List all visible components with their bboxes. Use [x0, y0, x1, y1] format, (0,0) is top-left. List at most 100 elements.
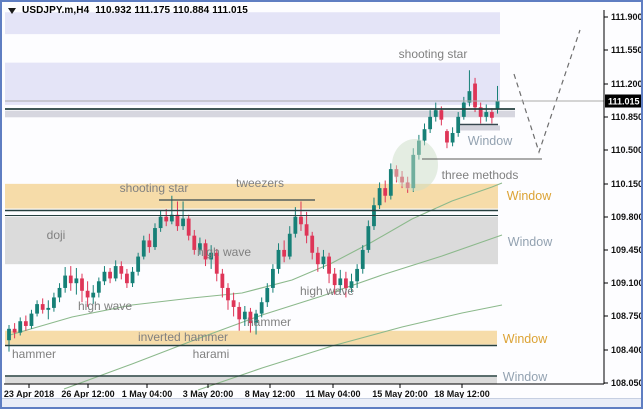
candle-body — [214, 252, 219, 274]
chart-title-bar: USDJPY.m,H4 110.932 111.175 110.884 111.… — [8, 5, 248, 16]
candle-body — [119, 266, 124, 274]
candle-body — [377, 188, 382, 206]
candle-body — [299, 216, 303, 225]
candle-body — [467, 91, 472, 103]
time-tick-label: 15 May 20:00 — [372, 389, 428, 399]
candle-body — [35, 304, 39, 314]
candle-body — [310, 235, 315, 253]
current-price-tag-label: 111.015 — [608, 97, 640, 107]
candle-body — [478, 107, 483, 117]
candle-body — [198, 243, 202, 250]
candle-body — [293, 216, 298, 234]
candle-body — [304, 224, 309, 236]
candle-body — [344, 278, 348, 288]
price-tick-label: 108.400 — [611, 345, 641, 355]
candle-body — [192, 235, 197, 250]
candle-body — [456, 116, 461, 133]
candle-body — [164, 216, 169, 222]
candle-body — [63, 275, 68, 288]
price-tick-label: 111.550 — [611, 45, 641, 55]
candle-body — [327, 256, 331, 274]
candle-body — [68, 275, 73, 284]
candle-body — [428, 116, 433, 130]
window-zone-low-orange — [5, 330, 497, 345]
candle-body — [147, 240, 152, 248]
chart-ohlc-values: 110.932 111.175 110.884 111.015 — [95, 5, 248, 16]
price-tick-label: 109.450 — [611, 245, 641, 255]
price-tick-label: 108.750 — [611, 311, 641, 321]
time-tick-label: 18 May 12:00 — [434, 389, 490, 399]
candle-body — [355, 268, 360, 282]
candle-body — [46, 307, 51, 310]
time-tick-label: 23 Apr 2018 — [4, 389, 54, 399]
candle-body — [23, 321, 28, 326]
candle-body — [74, 278, 79, 284]
candle-body — [338, 278, 343, 286]
price-tick-label: 110.500 — [611, 145, 641, 155]
candle-body — [321, 256, 326, 265]
upper-lavender-band-2 — [5, 62, 500, 105]
candle-body — [52, 297, 56, 308]
candle-body — [153, 228, 157, 248]
candle-body — [495, 101, 500, 110]
candle-body — [7, 328, 11, 341]
candle-body — [226, 287, 230, 301]
candle-body — [231, 300, 236, 307]
symbol-dropdown-icon[interactable] — [8, 7, 16, 14]
candle-body — [489, 112, 494, 118]
candle-body — [265, 287, 270, 303]
ma-fast-line — [9, 182, 503, 336]
time-tick-label: 1 May 04:00 — [122, 389, 173, 399]
candle-body — [175, 214, 180, 227]
upper-lavender-band-1 — [5, 12, 500, 35]
candle-body — [102, 271, 107, 282]
price-tick-label: 110.850 — [611, 112, 641, 122]
resistance-shadow-strip — [5, 110, 515, 118]
candle-body — [445, 131, 449, 143]
candle-body — [332, 273, 337, 286]
window-gap-line-shadow — [460, 125, 500, 131]
candle-body — [186, 218, 191, 236]
candle-body — [209, 252, 214, 260]
price-tick-label: 110.150 — [611, 179, 641, 189]
price-tick-label: 108.050 — [611, 378, 641, 388]
candle-body — [169, 214, 174, 222]
price-tick-label: 109.100 — [611, 278, 641, 288]
candle-body — [366, 226, 371, 250]
candle-body — [113, 266, 118, 279]
candle-body — [203, 243, 208, 260]
candle-body — [12, 328, 17, 333]
price-tick-label: 111.200 — [611, 79, 641, 89]
candle-body — [57, 287, 62, 298]
candle-body — [220, 273, 225, 288]
price-tick-label: 109.800 — [611, 212, 641, 222]
candle-body — [450, 132, 455, 143]
candle-body — [181, 218, 185, 227]
candle-body — [125, 273, 129, 284]
three-methods-highlight-circle — [392, 139, 438, 191]
candle-body — [85, 290, 90, 298]
candle-body — [360, 249, 365, 269]
candle-body — [96, 281, 101, 293]
time-tick-label: 26 Apr 12:00 — [61, 389, 114, 399]
candle-body — [259, 302, 264, 314]
candle-body — [287, 233, 292, 257]
candle-body — [242, 311, 247, 320]
window-zone-low-gray — [5, 376, 497, 384]
ma-mid-line — [63, 234, 503, 390]
time-tick-label: 3 May 20:00 — [183, 389, 234, 399]
candle-body — [422, 129, 427, 141]
window-bottom-strip — [2, 398, 641, 407]
ma-slow-line — [197, 304, 503, 391]
candle-body — [141, 240, 146, 257]
candle-body — [18, 321, 23, 333]
candle-body — [315, 252, 320, 265]
time-tick-label: 8 May 12:00 — [245, 389, 296, 399]
window-zone-mid-gray — [5, 216, 498, 265]
time-tick-label: 11 May 04:00 — [305, 389, 360, 399]
price-tick-label: 111.900 — [611, 12, 641, 22]
candle-body — [158, 216, 163, 229]
candle-body — [108, 271, 112, 279]
